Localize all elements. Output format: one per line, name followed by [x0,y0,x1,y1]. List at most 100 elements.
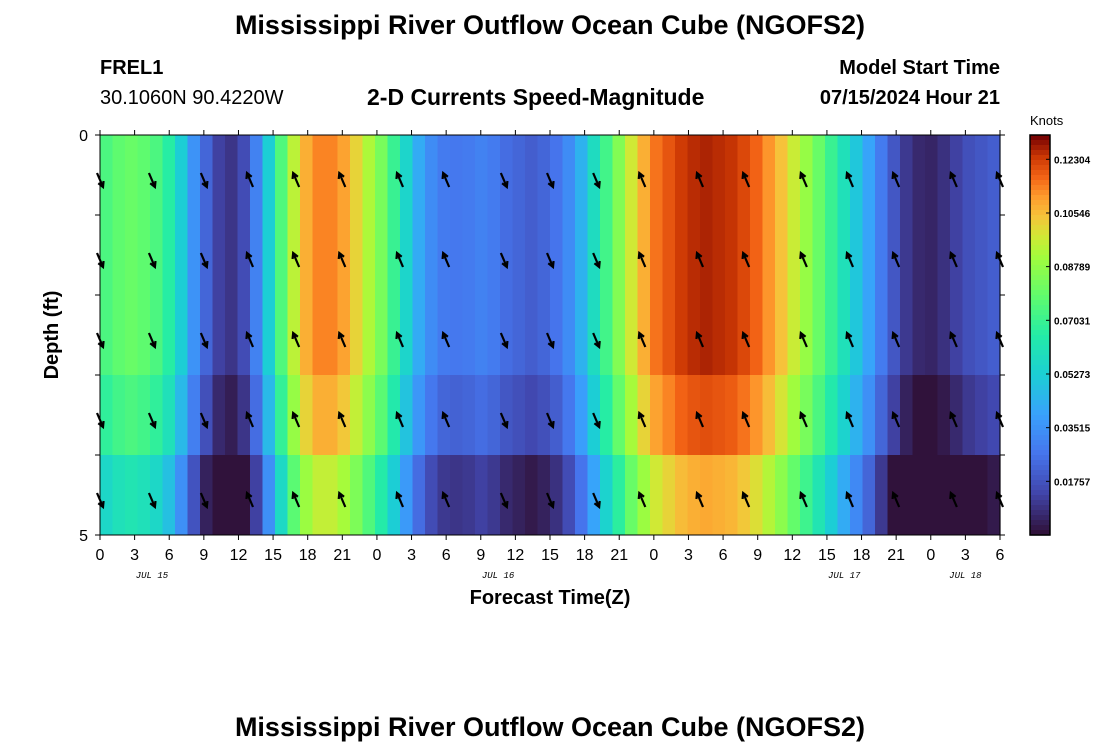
heatmap-cell [475,455,489,536]
heatmap-cell [912,375,926,456]
x-tick-label: 15 [818,547,836,564]
colorbar-segment [1030,385,1050,391]
heatmap-cell [662,455,676,536]
heatmap-cell [987,375,1001,456]
heatmap-cell [450,295,464,376]
current-arrow [499,412,509,430]
heatmap-cell [162,215,176,296]
heatmap-cell [862,455,876,536]
current-arrow [695,410,705,428]
current-arrow [545,332,555,350]
colorbar-segment [1030,135,1050,141]
current-arrow [441,170,451,188]
heatmap-cell [787,135,801,216]
x-tick-label: 18 [853,547,871,564]
heatmap-cell [337,455,351,536]
heatmap-cell [475,295,489,376]
heatmap-cell [175,135,189,216]
colorbar-unit-label: Knots [1030,113,1064,128]
heatmap-cell [937,375,951,456]
heatmap-cell [412,375,426,456]
current-arrow [695,490,705,508]
heatmap-cell [275,295,289,376]
heatmap-cell [300,135,314,216]
current-arrow [291,490,301,508]
colorbar-tick-label: 0.01757 [1054,477,1091,488]
current-arrow [199,332,209,350]
heatmap-cell [987,135,1001,216]
heatmap-cell [325,135,339,216]
current-arrow [891,490,901,508]
heatmap-cell [925,375,939,456]
heatmap-cell [112,295,126,376]
heatmap-cell [712,375,726,456]
current-arrow [441,490,451,508]
heatmap-cell [462,295,476,376]
heatmap-cell [875,135,889,216]
colorbar-segment [1030,175,1050,181]
heatmap-cell [125,215,139,296]
current-arrow [245,490,255,508]
heatmap-cell [500,455,514,536]
heatmap-cell [512,215,526,296]
heatmap-cell [950,215,964,296]
heatmap-cell [225,455,239,536]
heatmap-cell [687,135,701,216]
colorbar-segment [1030,425,1050,431]
heatmap-cell [575,375,589,456]
current-arrow [695,170,705,188]
current-arrow [845,490,855,508]
heatmap-cell [787,455,801,536]
heatmap-cell [387,135,401,216]
heatmap-cell [675,215,689,296]
heatmap-cell [150,455,164,536]
heatmap-cell [562,215,576,296]
heatmap-cell [225,295,239,376]
colorbar-segment [1030,215,1050,221]
heatmap-cell [325,215,339,296]
current-arrow [147,332,157,350]
current-arrow [337,330,347,348]
current-arrow [891,330,901,348]
heatmap-cell [637,135,651,216]
heatmap-cell [487,215,501,296]
colorbar-segment [1030,390,1050,396]
heatmap-cell [762,455,776,536]
heatmap-cell [762,215,776,296]
colorbar-segment [1030,270,1050,276]
heatmap-cell [625,215,639,296]
heatmap-cell [650,455,664,536]
heatmap-cell [412,215,426,296]
heatmap-cell [612,455,626,536]
heatmap-cell [550,135,564,216]
current-arrow [545,492,555,510]
colorbar-segment [1030,200,1050,206]
heatmap-cell [662,375,676,456]
heatmap-cell [350,375,364,456]
colorbar-segment [1030,185,1050,191]
heatmap-cell [350,135,364,216]
colorbar-segment [1030,145,1050,151]
heatmap-cell [487,375,501,456]
heatmap-cell [325,455,339,536]
current-arrow [799,250,808,268]
heatmap-cell [987,295,1001,376]
heatmap-cell [725,375,739,456]
heatmap-cell [237,215,251,296]
current-arrow [337,410,347,428]
x-tick-label: 12 [230,547,248,564]
heatmap-cell [387,455,401,536]
heatmap-cell [950,455,964,536]
heatmap-cell [425,135,439,216]
heatmap-cell [425,295,439,376]
heatmap-cell [450,375,464,456]
colorbar-segment [1030,460,1050,466]
heatmap-cell [625,295,639,376]
heatmap-cell [612,375,626,456]
heatmap-cell [675,455,689,536]
heatmap-cell [637,375,651,456]
colorbar-segment [1030,395,1050,401]
heatmap-cell [462,455,476,536]
heatmap-cell [600,375,614,456]
heatmap-cell [762,375,776,456]
